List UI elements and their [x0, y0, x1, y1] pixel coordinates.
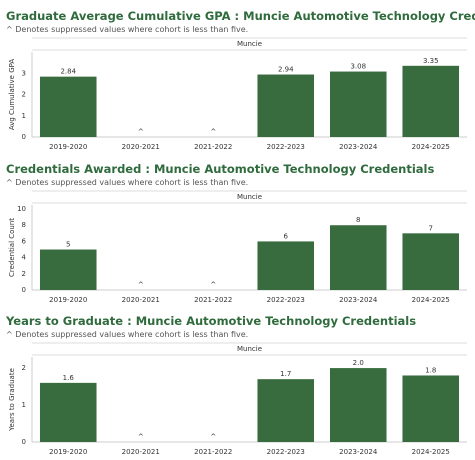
- bar: [329, 71, 387, 137]
- bar: [329, 225, 387, 290]
- y-tick-label: 0: [22, 133, 26, 141]
- x-tick-label: 2023-2024: [339, 448, 378, 456]
- y-tick-label: 2: [22, 364, 26, 372]
- facet-label: Muncie: [237, 40, 262, 48]
- value-label: 3.35: [423, 57, 439, 65]
- y-tick-label: 3: [22, 69, 26, 77]
- chart-subtitle: ^ Denotes suppressed values where cohort…: [6, 178, 248, 187]
- x-tick-label: 2020-2021: [122, 448, 160, 456]
- x-tick-label: 2019-2020: [49, 143, 87, 151]
- y-tick-label: 10: [17, 205, 26, 213]
- y-tick-label: 4: [22, 254, 27, 262]
- value-label: 2.84: [60, 68, 76, 76]
- y-tick-label: 2: [22, 270, 26, 278]
- bar: [402, 233, 460, 290]
- value-label: 6: [284, 232, 289, 240]
- value-label: 7: [429, 224, 433, 232]
- y-tick-label: 6: [22, 237, 27, 245]
- y-tick-label: 1: [22, 112, 26, 120]
- x-tick-label: 2020-2021: [122, 143, 160, 151]
- x-tick-label: 2022-2023: [267, 296, 305, 304]
- y-tick-label: 1: [22, 401, 26, 409]
- x-tick-label: 2024-2025: [412, 296, 450, 304]
- bar: [39, 249, 97, 290]
- x-tick-label: 2024-2025: [412, 143, 450, 151]
- value-label: 3.08: [350, 63, 366, 71]
- chart-title: Years to Graduate : Muncie Automotive Te…: [5, 314, 416, 328]
- bar: [257, 74, 315, 137]
- value-label: 1.7: [280, 370, 291, 378]
- x-tick-label: 2019-2020: [49, 296, 87, 304]
- value-label: 5: [66, 241, 70, 249]
- value-label: 1.6: [63, 374, 75, 382]
- x-tick-label: 2023-2024: [339, 296, 378, 304]
- value-label: 2.94: [278, 66, 294, 74]
- y-axis-title: Credential Count: [8, 218, 16, 277]
- x-tick-label: 2020-2021: [122, 296, 160, 304]
- y-axis-title: Years to Graduate: [8, 368, 16, 432]
- chart-title: Graduate Average Cumulative GPA : Muncie…: [6, 9, 475, 23]
- facet-label: Muncie: [237, 345, 262, 353]
- value-label: 2.0: [353, 359, 364, 367]
- x-tick-label: 2023-2024: [339, 143, 378, 151]
- bar: [257, 241, 315, 290]
- value-label: ^: [138, 433, 144, 441]
- x-tick-label: 2022-2023: [267, 448, 305, 456]
- chart-subtitle: ^ Denotes suppressed values where cohort…: [6, 330, 248, 339]
- bar: [402, 65, 460, 137]
- value-label: ^: [210, 281, 216, 289]
- x-tick-label: 2022-2023: [267, 143, 305, 151]
- y-axis-title: Avg Cumulative GPA: [8, 59, 16, 131]
- x-tick-label: 2019-2020: [49, 448, 87, 456]
- y-tick-label: 8: [22, 221, 26, 229]
- facet-label: Muncie: [237, 193, 262, 201]
- value-label: ^: [210, 128, 216, 136]
- chart-title: Credentials Awarded : Muncie Automotive …: [6, 162, 434, 176]
- y-tick-label: 0: [22, 286, 26, 294]
- bar: [329, 368, 387, 442]
- x-tick-label: 2021-2022: [194, 296, 232, 304]
- value-label: 8: [356, 216, 360, 224]
- value-label: 1.8: [425, 366, 436, 374]
- value-label: ^: [138, 128, 144, 136]
- bar: [39, 76, 97, 137]
- bar: [39, 382, 97, 442]
- y-tick-label: 0: [22, 438, 26, 446]
- y-tick-label: 2: [22, 91, 26, 99]
- x-tick-label: 2021-2022: [194, 143, 232, 151]
- value-label: ^: [210, 433, 216, 441]
- x-tick-label: 2024-2025: [412, 448, 450, 456]
- bar: [257, 379, 315, 442]
- x-tick-label: 2021-2022: [194, 448, 232, 456]
- chart-subtitle: ^ Denotes suppressed values where cohort…: [6, 25, 248, 34]
- bar: [402, 375, 460, 442]
- value-label: ^: [138, 281, 144, 289]
